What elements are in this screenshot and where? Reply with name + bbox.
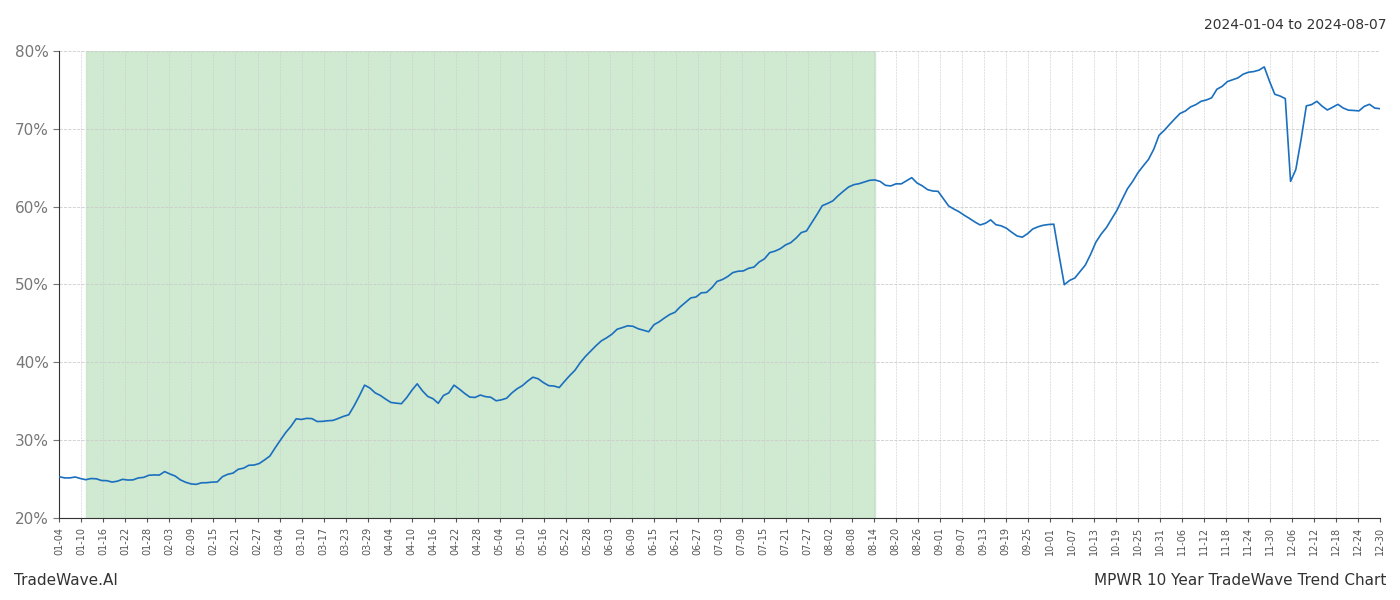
Text: 2024-01-04 to 2024-08-07: 2024-01-04 to 2024-08-07 — [1204, 18, 1386, 32]
Text: TradeWave.AI: TradeWave.AI — [14, 573, 118, 588]
Bar — [85, 51, 875, 518]
Text: MPWR 10 Year TradeWave Trend Chart: MPWR 10 Year TradeWave Trend Chart — [1093, 573, 1386, 588]
